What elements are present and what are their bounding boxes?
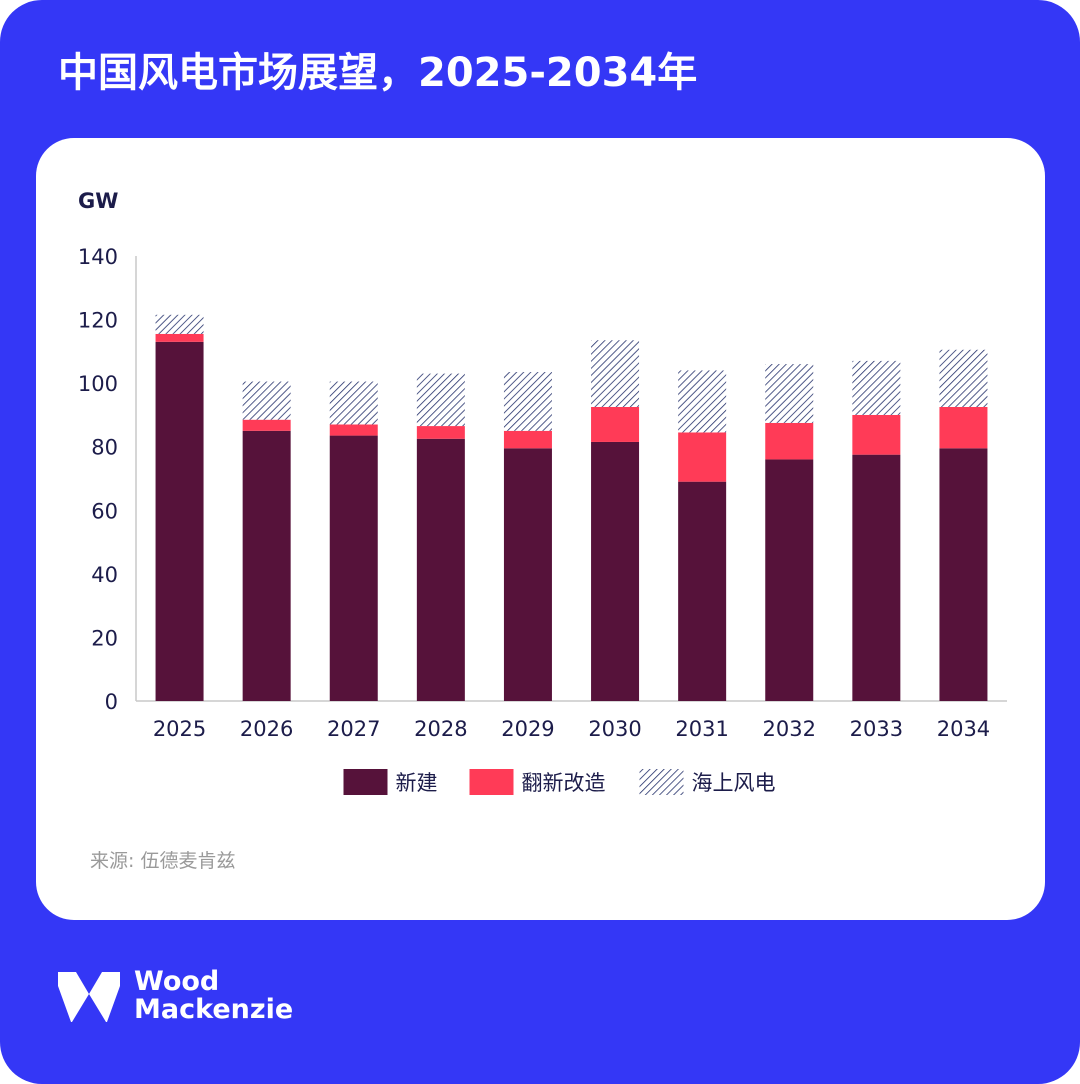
bar-segment-1-2030 [591, 406, 640, 442]
bar-segment-1-2033 [852, 414, 901, 455]
y-tick-label: 80 [91, 436, 118, 460]
bar-segment-1-2027 [329, 424, 378, 436]
bar-segment-2-2034 [939, 349, 988, 407]
x-tick-label: 2025 [153, 717, 206, 741]
x-tick-label: 2032 [763, 717, 816, 741]
bar-segment-0-2033 [852, 454, 901, 701]
bar-segment-2-2031 [678, 370, 727, 433]
brand-line-2: Mackenzie [134, 994, 294, 1025]
bar-segment-2-2032 [765, 364, 814, 423]
bar-segment-1-2034 [939, 406, 988, 449]
bar-segment-1-2028 [416, 426, 465, 439]
bar-segment-2-2030 [591, 340, 640, 407]
y-tick-label: 40 [91, 563, 118, 587]
bar-segment-2-2028 [416, 373, 465, 427]
y-tick-label: 0 [105, 690, 118, 714]
bar-segment-0-2025 [155, 341, 204, 701]
legend-item-0: 新建 [343, 769, 438, 795]
bar-segment-1-2029 [503, 430, 552, 449]
brand-name: Wood Mackenzie [134, 968, 293, 1024]
x-tick-label: 2026 [240, 717, 293, 741]
legend-swatch [469, 769, 514, 795]
x-tick-label: 2028 [414, 717, 467, 741]
bar-segment-1-2026 [242, 419, 291, 431]
bar-segment-1-2031 [678, 432, 727, 482]
bar-segment-1-2025 [155, 333, 204, 342]
bar-segment-2-2025 [155, 314, 204, 334]
bar-segment-0-2028 [416, 438, 465, 701]
bar-segment-0-2034 [939, 448, 988, 701]
legend-item-1: 翻新改造 [469, 769, 606, 795]
y-tick-label: 20 [91, 626, 118, 650]
legend-label: 翻新改造 [522, 771, 606, 795]
legend-swatch [639, 769, 684, 795]
legend-item-2: 海上风电 [639, 769, 776, 795]
bar-segment-2-2027 [329, 381, 378, 425]
y-tick-label: 100 [78, 372, 118, 396]
stacked-bar-chart: GW 0 20 40 60 80 100 120 140 2025 2026 2027 2028 2029… [78, 189, 1007, 795]
x-tick-label: 2030 [588, 717, 641, 741]
y-tick-label: 140 [78, 245, 118, 269]
chart-card: GW 0 20 40 60 80 100 120 140 2025 2026 2027 2028 2029… [36, 138, 1045, 920]
x-tick-label: 2033 [850, 717, 903, 741]
bar-segment-2-2029 [503, 372, 552, 431]
bar-segment-0-2030 [591, 441, 640, 701]
x-tick-label: 2031 [675, 717, 728, 741]
bar-segment-0-2029 [503, 448, 552, 701]
bar-segment-0-2031 [678, 481, 727, 701]
legend-label: 新建 [396, 771, 438, 795]
bar-segment-2-2026 [242, 381, 291, 420]
source-note: 来源: 伍德麦肯兹 [90, 850, 236, 872]
x-tick-label: 2029 [501, 717, 554, 741]
x-tick-label: 2034 [937, 717, 990, 741]
bar-segment-0-2032 [765, 459, 814, 701]
y-tick-label: 120 [78, 309, 118, 333]
y-axis-unit-label: GW [78, 189, 118, 213]
bar-segment-0-2027 [329, 435, 378, 701]
bar-segment-1-2032 [765, 422, 814, 460]
bar-segment-0-2026 [242, 430, 291, 701]
wm-logo-icon [58, 972, 120, 1022]
x-tick-label: 2027 [327, 717, 380, 741]
brand-line-1: Wood [134, 966, 220, 997]
y-tick-label: 60 [91, 499, 118, 523]
legend-label: 海上风电 [692, 771, 776, 795]
legend-swatch [343, 769, 388, 795]
page-title: 中国风电市场展望，2025-2034年 [58, 50, 698, 96]
bar-segment-2-2033 [852, 360, 901, 415]
